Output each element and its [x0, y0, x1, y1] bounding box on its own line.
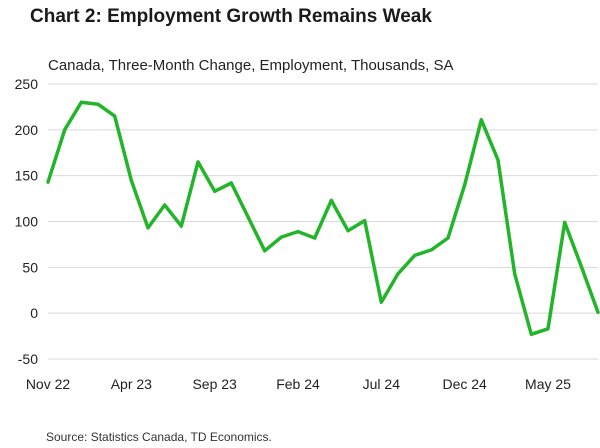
- data-point: [529, 332, 533, 336]
- data-point: [46, 180, 50, 184]
- x-tick-label: Nov 22: [26, 376, 71, 392]
- x-tick-label: Jul 24: [363, 376, 401, 392]
- data-point: [79, 100, 83, 104]
- chart-subtitle: Canada, Three-Month Change, Employment, …: [48, 57, 454, 74]
- data-point: [246, 215, 250, 219]
- x-tick-label: Dec 24: [442, 376, 487, 392]
- y-tick-label: 0: [30, 305, 38, 321]
- data-point: [63, 128, 67, 132]
- x-axis: Nov 22 Apr 23 Sep 23 Feb 24 Jul 24 Dec 24 May …: [26, 376, 571, 392]
- y-tick-label: 100: [15, 214, 39, 230]
- x-tick-label: Feb 24: [276, 376, 320, 392]
- data-point: [579, 264, 583, 269]
- y-tick-label: 150: [15, 168, 39, 184]
- y-tick-label: 250: [15, 76, 39, 92]
- chart-source: Source: Statistics Canada, TD Economics.: [46, 430, 272, 444]
- data-point: [129, 178, 133, 182]
- data-point: [596, 310, 600, 314]
- chart-title: Chart 2: Employment Growth Remains Weak: [30, 6, 432, 27]
- series-layer: [46, 100, 600, 337]
- data-point: [429, 248, 433, 252]
- data-point: [313, 236, 317, 240]
- series-line: [46, 100, 600, 337]
- data-point: [479, 118, 483, 122]
- data-point: [563, 220, 567, 225]
- data-point: [263, 249, 267, 253]
- y-tick-label: 50: [22, 259, 38, 275]
- data-point: [513, 272, 517, 276]
- y-tick-label: 200: [15, 122, 39, 138]
- data-point: [196, 160, 200, 164]
- x-tick-label: May 25: [525, 376, 571, 392]
- x-tick-label: Sep 23: [192, 376, 237, 392]
- data-point: [463, 183, 467, 187]
- data-point: [96, 102, 100, 106]
- data-point: [163, 203, 167, 207]
- data-point: [113, 114, 117, 118]
- y-tick-label: -50: [18, 351, 38, 367]
- data-point: [379, 300, 383, 304]
- x-tick-label: Apr 23: [111, 376, 152, 392]
- data-point: [296, 229, 300, 234]
- data-point: [396, 272, 400, 276]
- data-point: [346, 229, 350, 233]
- y-axis: -50 0 50 100 150 200 250: [15, 76, 39, 367]
- data-point: [496, 158, 500, 162]
- data-point: [329, 198, 333, 203]
- data-point: [413, 253, 417, 258]
- data-point: [279, 235, 283, 239]
- gridlines: [48, 83, 598, 360]
- data-point: [546, 327, 550, 331]
- data-point: [146, 226, 150, 230]
- data-point: [213, 189, 217, 193]
- data-point: [179, 224, 183, 228]
- data-point: [229, 181, 233, 185]
- data-point: [363, 218, 367, 223]
- data-point: [446, 236, 450, 240]
